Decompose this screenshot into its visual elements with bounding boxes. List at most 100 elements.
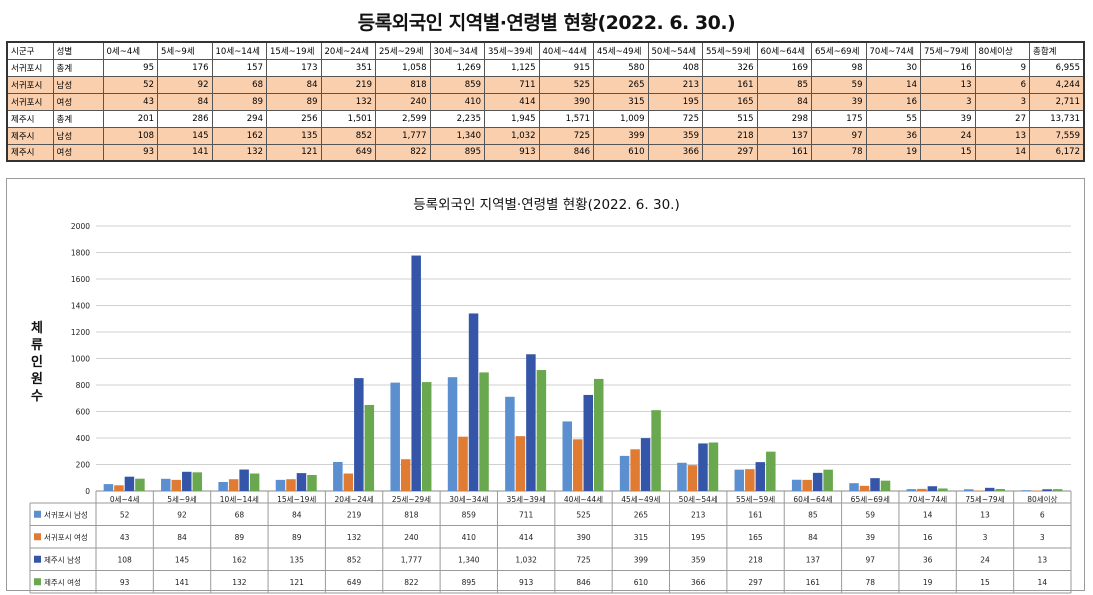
bar	[583, 394, 593, 491]
value-cell: 89	[266, 92, 322, 111]
data-label: 84	[177, 533, 187, 542]
value-cell: 89	[211, 92, 267, 111]
value-cell: 410	[429, 92, 485, 111]
data-label: 135	[290, 555, 305, 564]
value-cell: 711	[484, 75, 540, 94]
bar	[400, 459, 411, 491]
bar	[161, 478, 171, 491]
value-cell: 1,777	[375, 126, 431, 145]
data-label: 240	[404, 533, 419, 542]
value-cell: 822	[375, 143, 431, 162]
legend-swatch	[34, 510, 41, 518]
data-label: 161	[806, 578, 821, 587]
bar	[640, 438, 651, 491]
table-row: 제주시 총계 201 286 294 256 1,501 2,599 2,235 1,945 1,5…	[6, 109, 1085, 128]
bar	[938, 488, 948, 491]
data-label: 610	[634, 578, 649, 587]
region-cell: 제주시	[6, 126, 54, 145]
value-cell: 85	[756, 75, 812, 94]
data-label: 89	[235, 533, 245, 542]
data-label: 822	[404, 578, 419, 587]
data-label: 410	[462, 533, 477, 542]
y-tick-label: 200	[76, 461, 91, 470]
y-tick-label: 1800	[71, 249, 90, 258]
data-label: 859	[462, 510, 477, 519]
x-tick-label: 20세~24세	[335, 495, 374, 504]
data-label: 852	[347, 555, 362, 564]
y-tick-label: 1600	[71, 275, 90, 284]
bar	[870, 478, 880, 491]
bar	[812, 472, 823, 491]
bar	[333, 461, 343, 491]
value-cell: 195	[647, 92, 703, 111]
data-label: 19	[923, 578, 933, 587]
x-tick-label: 25세~29세	[392, 495, 431, 504]
value-cell: 13	[974, 126, 1030, 145]
bar	[619, 455, 630, 491]
data-label: 84	[808, 533, 818, 542]
y-tick-label: 800	[76, 381, 91, 390]
bar	[114, 485, 124, 491]
value-cell: 846	[538, 143, 594, 162]
x-tick-label: 60세~64세	[793, 495, 832, 504]
value-cell: 121	[266, 143, 322, 162]
data-label: 141	[175, 578, 190, 587]
bar	[708, 442, 719, 491]
legend-label: 서귀포시 여성	[44, 532, 88, 542]
value-cell: 93	[102, 143, 158, 162]
bar	[515, 436, 526, 491]
value-cell: 366	[647, 143, 703, 162]
legend-label: 제주시 여성	[44, 577, 81, 587]
data-label: 219	[347, 510, 362, 519]
region-cell: 제주시	[6, 143, 54, 162]
y-tick-label: 1000	[71, 355, 90, 364]
table-header-row: 시군구 성별 0세~4세 5세~9세 10세~14세 15세~19세 20세~24세 25세~…	[6, 41, 1085, 60]
data-label: 895	[462, 578, 477, 587]
data-label: 145	[175, 555, 190, 564]
value-cell: 43	[102, 92, 158, 111]
bar	[745, 469, 755, 491]
y-axis-label: 체류인원수	[31, 321, 43, 404]
gender-cell: 남성	[52, 75, 104, 94]
value-cell: 895	[429, 143, 485, 162]
bar	[182, 471, 192, 491]
gender-cell: 남성	[52, 126, 104, 145]
data-label: 84	[292, 510, 302, 519]
x-tick-label: 40세~44세	[564, 495, 603, 504]
bar	[766, 451, 776, 491]
bar	[802, 479, 812, 491]
value-cell: 137	[756, 126, 812, 145]
value-cell: 414	[484, 92, 540, 111]
data-label: 52	[120, 510, 130, 519]
data-label: 913	[519, 578, 534, 587]
legend-swatch	[34, 578, 41, 586]
bar	[849, 483, 859, 491]
value-cell: 649	[320, 143, 376, 162]
data-label: 36	[923, 555, 933, 564]
bar	[479, 372, 489, 491]
bar	[447, 377, 458, 491]
table-row: 서귀포시 남성 52 92 68 84 219 818 859 711 525 265 213 161 85…	[6, 75, 1085, 94]
value-cell: 2,711	[1029, 92, 1085, 111]
data-label: 213	[691, 510, 706, 519]
bar	[286, 479, 296, 491]
bar	[421, 382, 432, 491]
data-label: 366	[691, 578, 706, 587]
bar	[1021, 490, 1031, 491]
data-label: 315	[634, 533, 649, 542]
data-label: 725	[576, 555, 591, 564]
bar	[791, 479, 802, 491]
data-label: 414	[519, 533, 534, 542]
data-label: 92	[177, 510, 187, 519]
value-cell: 39	[811, 92, 867, 111]
value-cell: 859	[429, 75, 485, 94]
value-cell: 132	[211, 143, 267, 162]
y-tick-label: 600	[76, 408, 91, 417]
bar	[562, 421, 572, 491]
value-cell: 3	[920, 92, 976, 111]
data-label: 68	[235, 510, 245, 519]
bar	[354, 378, 364, 491]
bar	[536, 370, 547, 491]
value-cell: 13	[920, 75, 976, 94]
data-label: 6	[1040, 510, 1045, 519]
